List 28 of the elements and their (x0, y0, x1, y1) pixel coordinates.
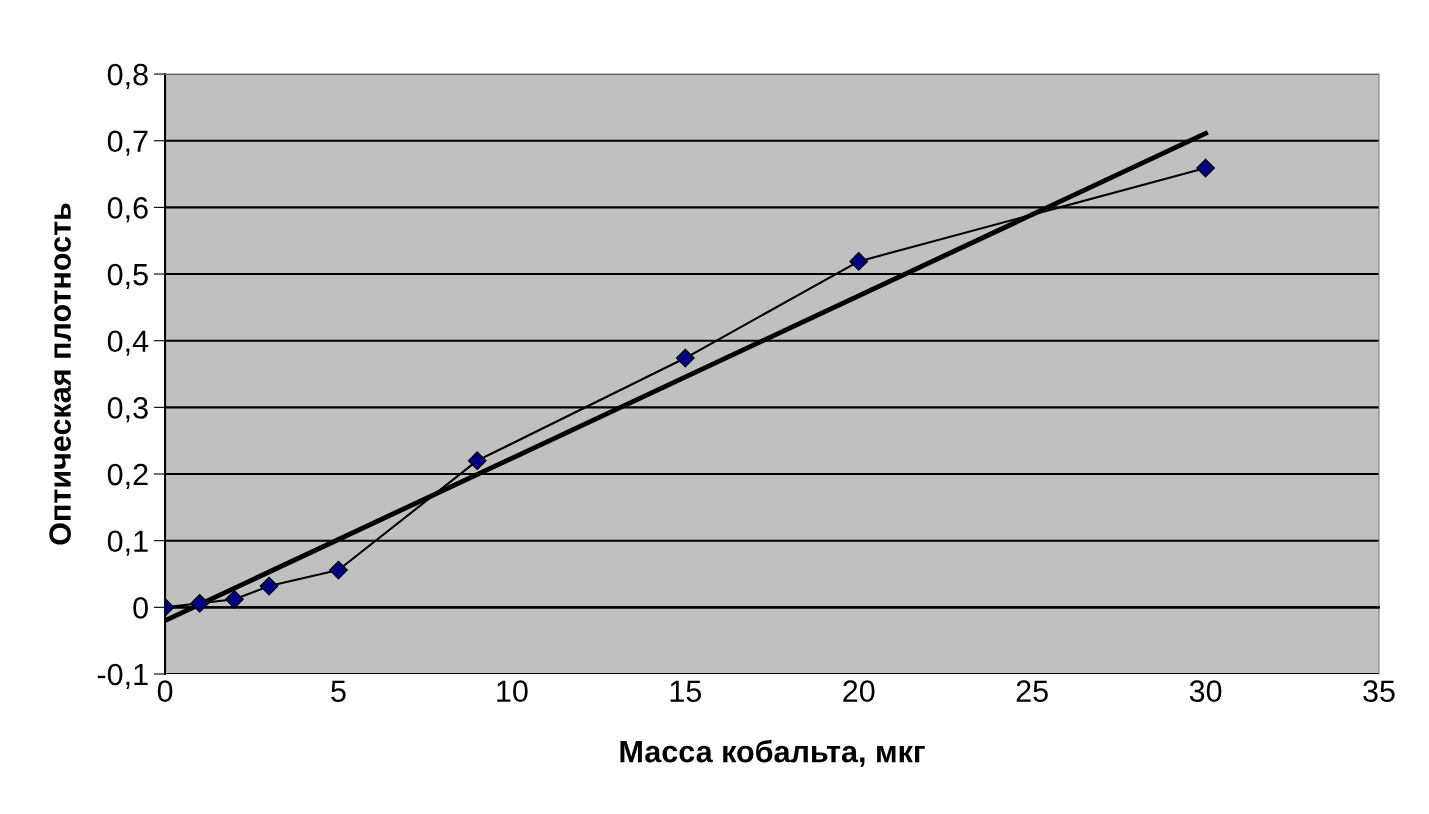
point (329, 560, 348, 580)
y-tick-label: 0,6 (107, 197, 148, 223)
point (190, 593, 210, 613)
y-axis-title: Оптическая плотность (49, 203, 71, 545)
point (675, 348, 695, 368)
y-tick-label: -0,1 (97, 663, 148, 689)
point (467, 451, 487, 471)
y-tick-label: 0,8 (107, 63, 148, 90)
y-tick-label: 0,7 (107, 130, 148, 156)
x-tick-label: 25 (1016, 680, 1048, 702)
y-tick-label: 0,3 (107, 397, 148, 423)
x-tick-label: 35 (1363, 680, 1395, 702)
point (225, 589, 244, 609)
y-tick-label: 0,5 (107, 263, 148, 290)
point (849, 251, 869, 271)
y-tick-label: 0 (133, 597, 148, 619)
y-tick-label: 0,2 (107, 463, 148, 489)
y-tick-label: 0,1 (107, 530, 148, 556)
x-tick-label: 30 (1189, 680, 1222, 702)
x-tick-label: 10 (497, 680, 528, 702)
x-tick-label: 15 (670, 680, 702, 702)
x-axis-title: Масса кобальта, мкг (620, 739, 925, 767)
point (1196, 158, 1215, 178)
y-tick-label: 0,4 (107, 330, 149, 356)
x-tick-label: 5 (331, 680, 346, 702)
x-tick-label: 20 (843, 680, 875, 702)
x-tick-label: 0 (157, 680, 173, 702)
point (259, 576, 279, 596)
